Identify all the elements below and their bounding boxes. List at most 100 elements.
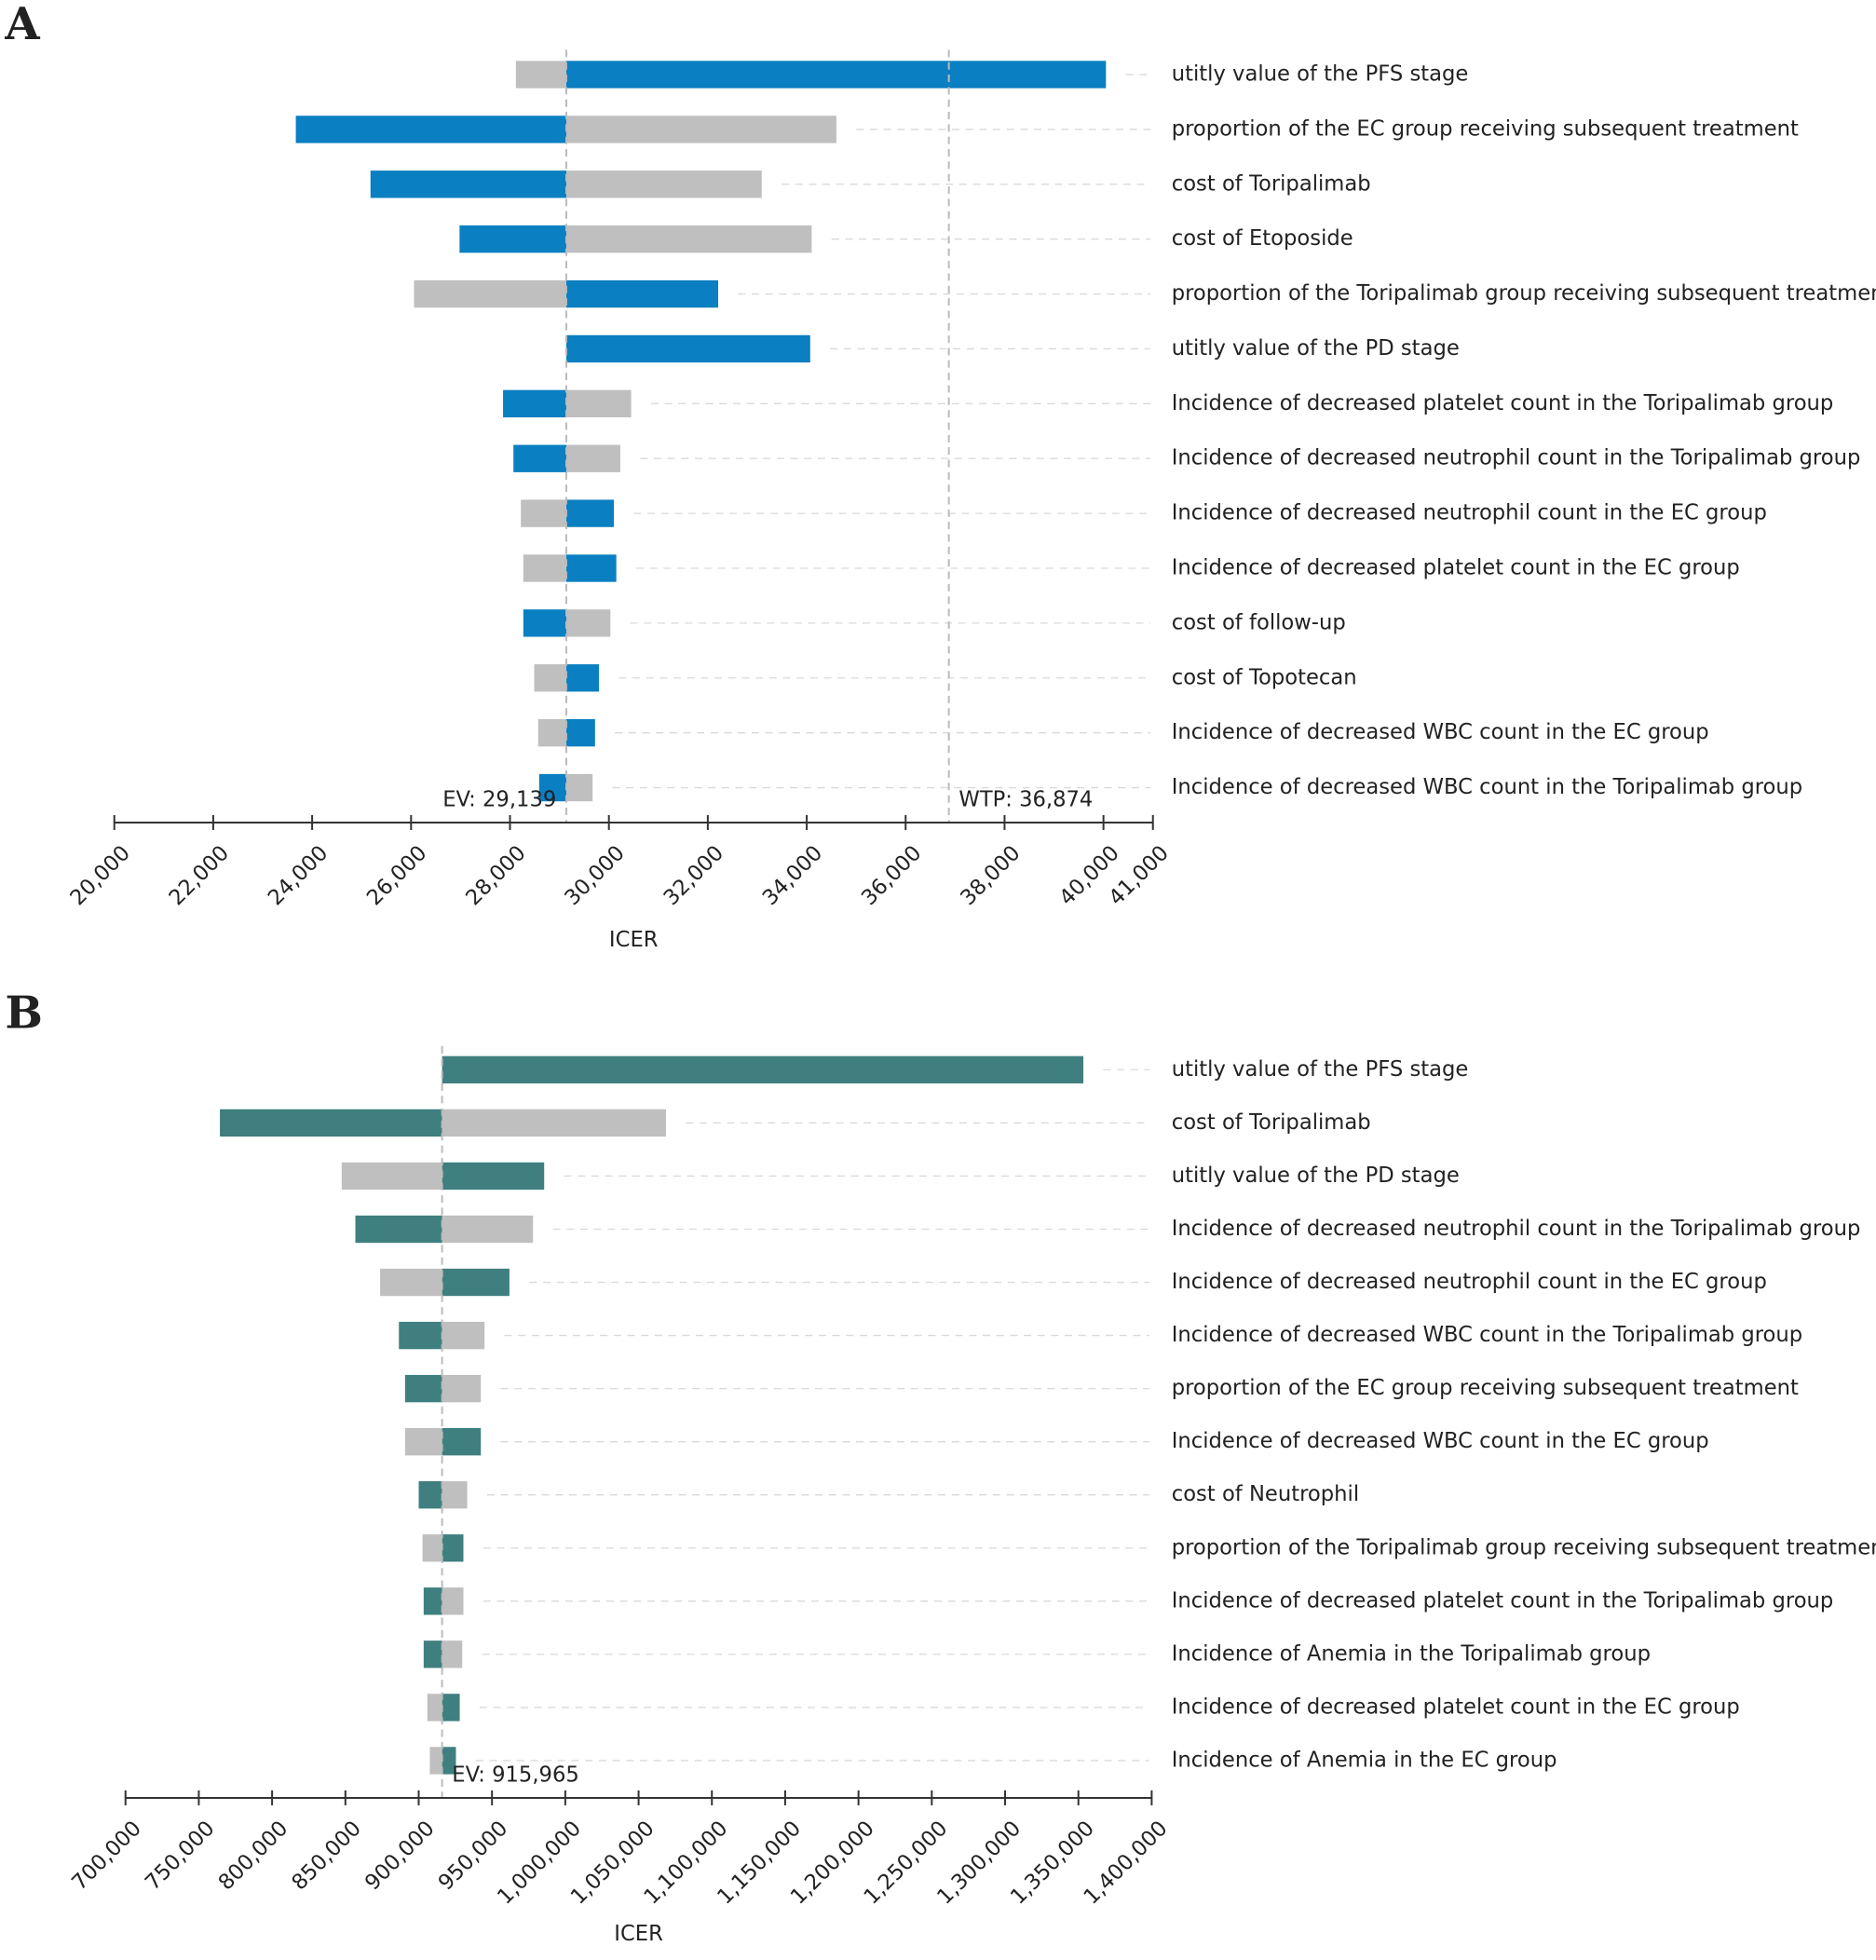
bar — [565, 444, 620, 472]
bar — [534, 664, 566, 692]
bar — [442, 1055, 1084, 1084]
category-label: Incidence of decreased platelet count in… — [1172, 555, 1740, 579]
panel-label: B — [5, 987, 43, 1040]
ev-label: EV: 915,965 — [452, 1763, 579, 1787]
category-label: utitly value of the PD stage — [1172, 1164, 1460, 1188]
category-label: cost of Toripalimab — [1172, 171, 1371, 196]
bar — [565, 664, 600, 692]
category-label: Incidence of decreased platelet count in… — [1172, 1588, 1834, 1613]
bar — [565, 116, 836, 143]
bar — [442, 1215, 534, 1244]
bar — [404, 1428, 442, 1456]
bar — [515, 61, 566, 88]
bar — [521, 499, 566, 527]
bar — [442, 1162, 545, 1191]
x-tick-label: 900,000 — [360, 1817, 440, 1896]
bar — [513, 444, 566, 472]
bar — [565, 773, 593, 802]
bar — [370, 170, 566, 198]
bar — [565, 170, 762, 198]
bar — [459, 225, 566, 253]
category-label: proportion of the EC group receiving sub… — [1172, 1376, 1799, 1400]
bar — [503, 389, 566, 418]
x-axis-label: ICER — [609, 928, 659, 952]
bar — [442, 1640, 463, 1668]
x-tick-label: 26,000 — [362, 841, 431, 910]
category-label: proportion of the Toripalimab group rece… — [1172, 1535, 1876, 1559]
x-tick-label: 750,000 — [141, 1817, 220, 1896]
bar — [422, 1534, 442, 1562]
bar — [565, 389, 632, 418]
x-tick-label: 38,000 — [956, 841, 1025, 910]
category-label: Incidence of decreased neutrophil count … — [1172, 1217, 1861, 1241]
bar — [565, 499, 614, 527]
bar — [442, 1534, 464, 1562]
bar — [418, 1481, 442, 1509]
bar — [442, 1694, 460, 1722]
category-label: Incidence of decreased neutrophil count … — [1172, 1270, 1767, 1294]
category-label: cost of Neutrophil — [1172, 1482, 1359, 1506]
bar — [565, 718, 595, 747]
bar — [537, 718, 566, 747]
bar — [565, 61, 1107, 88]
bar — [380, 1268, 442, 1297]
bar — [399, 1321, 442, 1350]
category-label: Incidence of decreased WBC count in the … — [1172, 1323, 1802, 1347]
bar — [538, 773, 566, 802]
bar — [414, 279, 566, 308]
x-axis-label: ICER — [614, 1922, 663, 1946]
bar — [442, 1109, 666, 1137]
bar — [220, 1109, 442, 1137]
bar — [295, 116, 566, 143]
x-tick-label: 800,000 — [214, 1817, 293, 1896]
x-tick-label: 36,000 — [857, 841, 926, 910]
category-label: cost of Etoposide — [1172, 226, 1353, 251]
category-label: Incidence of decreased WBC count in the … — [1172, 775, 1802, 799]
x-tick-label: 24,000 — [264, 841, 333, 910]
ev-label: EV: 29,139 — [442, 787, 556, 811]
category-label: cost of Topotecan — [1172, 665, 1357, 689]
bar — [427, 1694, 442, 1722]
bar — [565, 225, 812, 253]
x-tick-label: 30,000 — [560, 841, 629, 910]
bar — [442, 1374, 482, 1403]
bar — [404, 1374, 442, 1403]
x-tick-label: 850,000 — [287, 1817, 366, 1896]
x-tick-label: 700,000 — [67, 1817, 146, 1896]
bar — [442, 1321, 485, 1350]
category-label: proportion of the EC group receiving sub… — [1172, 116, 1799, 141]
category-label: Incidence of Anemia in the EC group — [1172, 1748, 1557, 1772]
bar — [565, 279, 719, 308]
bar — [442, 1747, 456, 1775]
bar — [442, 1268, 510, 1297]
category-label: cost of follow-up — [1172, 610, 1346, 634]
x-tick-label: 28,000 — [461, 841, 530, 910]
category-label: utitly value of the PFS stage — [1172, 1057, 1469, 1082]
category-label: Incidence of decreased neutrophil count … — [1172, 501, 1767, 525]
category-label: utitly value of the PD stage — [1172, 336, 1460, 361]
bar — [565, 334, 810, 363]
bar — [423, 1587, 442, 1615]
panel-label: A — [4, 0, 40, 50]
bar — [565, 554, 617, 582]
bar — [523, 554, 566, 582]
bar — [523, 609, 566, 637]
category-label: Incidence of decreased neutrophil count … — [1172, 446, 1861, 470]
bar — [423, 1640, 442, 1668]
category-label: cost of Toripalimab — [1172, 1110, 1371, 1135]
category-label: utitly value of the PFS stage — [1172, 62, 1469, 87]
category-label: proportion of the Toripalimab group rece… — [1172, 281, 1876, 306]
wtp-label: WTP: 36,874 — [958, 787, 1093, 811]
category-label: Incidence of decreased platelet count in… — [1172, 391, 1834, 415]
bar — [355, 1215, 442, 1244]
category-label: Incidence of Anemia in the Toripalimab g… — [1172, 1641, 1651, 1666]
category-label: Incidence of decreased platelet count in… — [1172, 1695, 1740, 1719]
bar — [442, 1481, 468, 1509]
category-label: Incidence of decreased WBC count in the … — [1172, 720, 1709, 744]
bar — [442, 1428, 482, 1456]
x-tick-label: 22,000 — [165, 841, 234, 910]
bar — [565, 609, 611, 637]
x-tick-label: 32,000 — [659, 841, 728, 910]
bar — [442, 1587, 464, 1615]
